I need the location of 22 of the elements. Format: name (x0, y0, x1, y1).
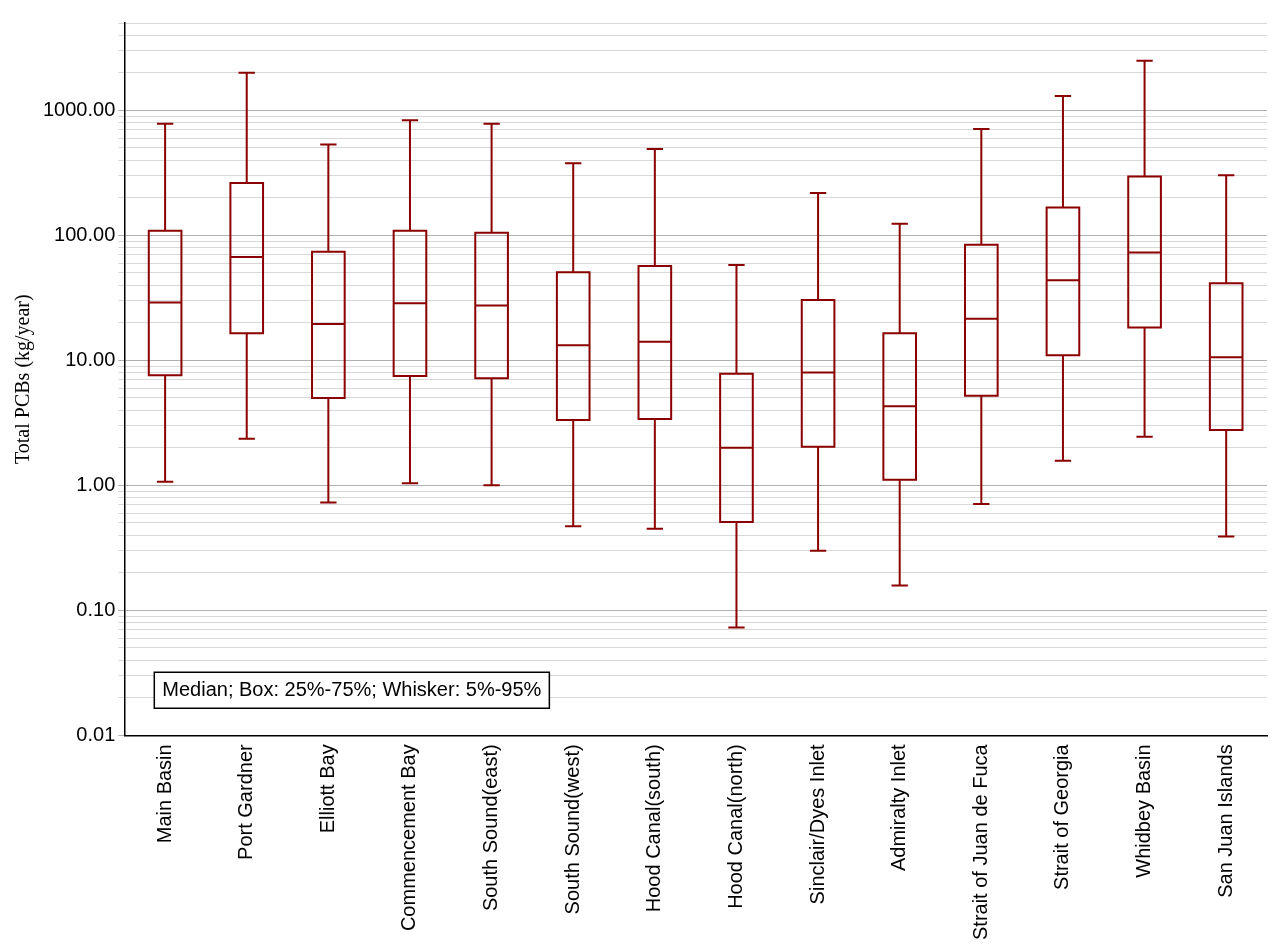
x-tick-label: Hood Canal(south) (642, 744, 665, 913)
x-tick-label: Strait of Georgia (1050, 743, 1073, 890)
x-tick-label: San Juan Islands (1213, 744, 1236, 898)
x-tick-label: Commencement Bay (397, 744, 420, 932)
y-axis-title: Total PCBs (kg/year) (11, 294, 35, 465)
annotation: Median; Box: 25%-75%; Whisker: 5%-95% (162, 677, 542, 700)
y-tick-label: 1000.00 (43, 97, 116, 120)
y-tick-label: 100.00 (54, 222, 116, 245)
x-tick-label: South Sound(east) (479, 744, 502, 912)
x-tick-label: Whidbey Basin (1132, 744, 1155, 878)
y-tick-label: 1.00 (76, 472, 116, 495)
x-tick-label: South Sound(west) (560, 744, 583, 915)
x-tick-label: Elliott Bay (315, 744, 338, 834)
x-tick-label: Strait of Juan de Fuca (968, 743, 991, 941)
y-tick-label: 0.10 (76, 597, 116, 620)
x-tick-label: Port Gardner (234, 744, 257, 860)
y-tick-label: 0.01 (76, 722, 116, 745)
x-tick-label: Main Basin (152, 744, 175, 844)
x-tick-label: Sinclair/Dyes Inlet (805, 743, 828, 905)
x-tick-label: Hood Canal(north) (723, 744, 746, 909)
y-tick-label: 10.00 (65, 347, 116, 370)
x-tick-label: Admiralty Inlet (887, 743, 910, 872)
